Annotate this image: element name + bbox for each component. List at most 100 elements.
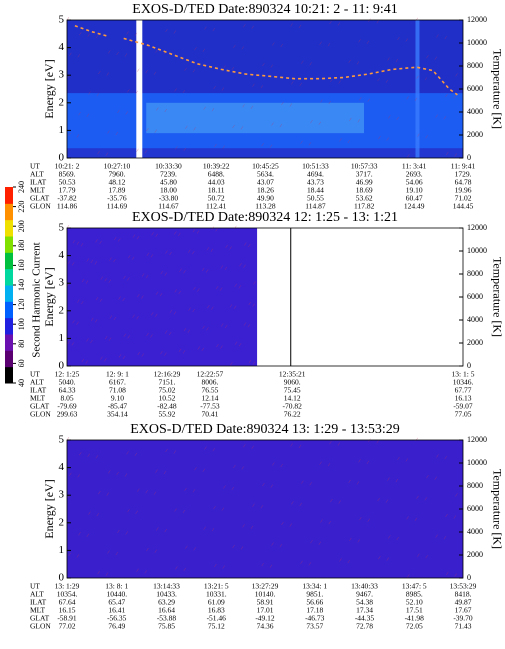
y-tick-label: 2 [59, 96, 65, 108]
speckle [230, 362, 233, 366]
speckle [367, 518, 370, 522]
table-cell: 16.41 [108, 606, 125, 615]
speckle [86, 113, 90, 117]
y2-tick-label: 10000 [467, 38, 487, 47]
speckle [417, 553, 420, 557]
speckle [356, 481, 360, 485]
speckle [178, 290, 181, 295]
speckle [188, 249, 191, 253]
table-row-label: GLAT [30, 614, 50, 623]
speckle [233, 305, 237, 310]
speckle [135, 90, 138, 94]
y2-tick-label: 12000 [467, 435, 487, 444]
speckle [281, 101, 284, 106]
table-cell: -37.82 [57, 194, 77, 203]
speckle [78, 532, 81, 536]
speckle [107, 130, 110, 134]
colorbar-tick-label: 160 [17, 259, 26, 271]
table-cell: 75.12 [208, 622, 225, 631]
speckle [155, 313, 158, 317]
speckle [104, 335, 108, 340]
speckle [251, 25, 254, 29]
table-cell: 6488. [208, 170, 225, 179]
y-axis-label: Energy [eV] [42, 267, 56, 326]
y2-tick-label: 10000 [467, 458, 487, 467]
speckle [270, 484, 273, 488]
speckle [269, 144, 273, 148]
table-cell: 6167. [109, 378, 126, 387]
table-cell: 2693. [406, 170, 423, 179]
speckle [204, 26, 207, 30]
colorbar-segment [5, 268, 13, 286]
speckle [260, 85, 264, 89]
speckle [81, 278, 85, 283]
speckle [206, 247, 210, 251]
speckle [216, 343, 219, 348]
speckle [194, 47, 197, 51]
speckle [174, 88, 177, 92]
speckle [215, 228, 218, 232]
table-cell: 8006. [201, 378, 218, 387]
table-cell: 13:34: 1 [302, 582, 327, 591]
speckle [183, 147, 186, 152]
table-cell: 7151. [159, 378, 176, 387]
table-cell: 114.87 [305, 202, 326, 211]
speckle [388, 535, 391, 539]
table-cell: 75.45 [284, 386, 301, 395]
y-tick-label: 5 [59, 434, 65, 446]
speckle [243, 264, 246, 268]
speckle [211, 306, 214, 310]
table-row-label: MLT [30, 606, 46, 615]
table-cell: 17.79 [59, 186, 76, 195]
table-cell: -77.53 [200, 402, 220, 411]
speckle [134, 32, 138, 37]
table-cell: 10.52 [159, 394, 176, 403]
speckle [156, 107, 159, 111]
table-cell: 50.55 [307, 194, 324, 203]
speckle [159, 293, 163, 297]
speckle [298, 444, 302, 449]
speckle [122, 355, 126, 360]
speckle [146, 332, 149, 337]
speckle [124, 473, 128, 477]
speckle [229, 304, 233, 308]
speckle [184, 487, 187, 491]
speckle [220, 345, 223, 349]
table-cell: 56.66 [306, 598, 323, 607]
table-cell: 9851. [306, 590, 323, 599]
speckle [132, 234, 136, 238]
speckle [301, 480, 304, 484]
speckle [97, 150, 100, 155]
speckle [435, 114, 438, 118]
speckle [193, 127, 196, 131]
speckle [164, 330, 168, 334]
speckle [358, 39, 361, 43]
speckle [109, 257, 112, 261]
speckle [248, 243, 251, 248]
speckle [126, 31, 129, 35]
speckle [445, 513, 448, 518]
speckle [414, 517, 418, 522]
table-cell: 19.96 [455, 186, 472, 195]
speckle [416, 75, 419, 79]
speckle [193, 286, 196, 291]
speckle [202, 468, 206, 472]
colorbar-tick-label: 80 [17, 340, 26, 348]
speckle [260, 505, 264, 509]
speckle [232, 544, 235, 549]
speckle [320, 99, 323, 103]
speckle [132, 314, 135, 318]
y2-tick-label: 2000 [467, 130, 483, 139]
chart-title: EXOS-D/TED Date:890324 12: 1:25 - 13: 1:… [132, 210, 398, 225]
speckle [242, 524, 245, 528]
table-cell: 112.41 [206, 202, 227, 211]
table-cell: 10:33:30 [155, 162, 182, 171]
speckle [116, 51, 119, 56]
speckle [107, 550, 110, 554]
speckle [154, 549, 157, 553]
colorbar-tick-label: 120 [17, 299, 26, 311]
speckle [239, 263, 242, 267]
speckle [356, 61, 360, 65]
temperature-line [74, 25, 458, 96]
speckle [97, 570, 100, 575]
